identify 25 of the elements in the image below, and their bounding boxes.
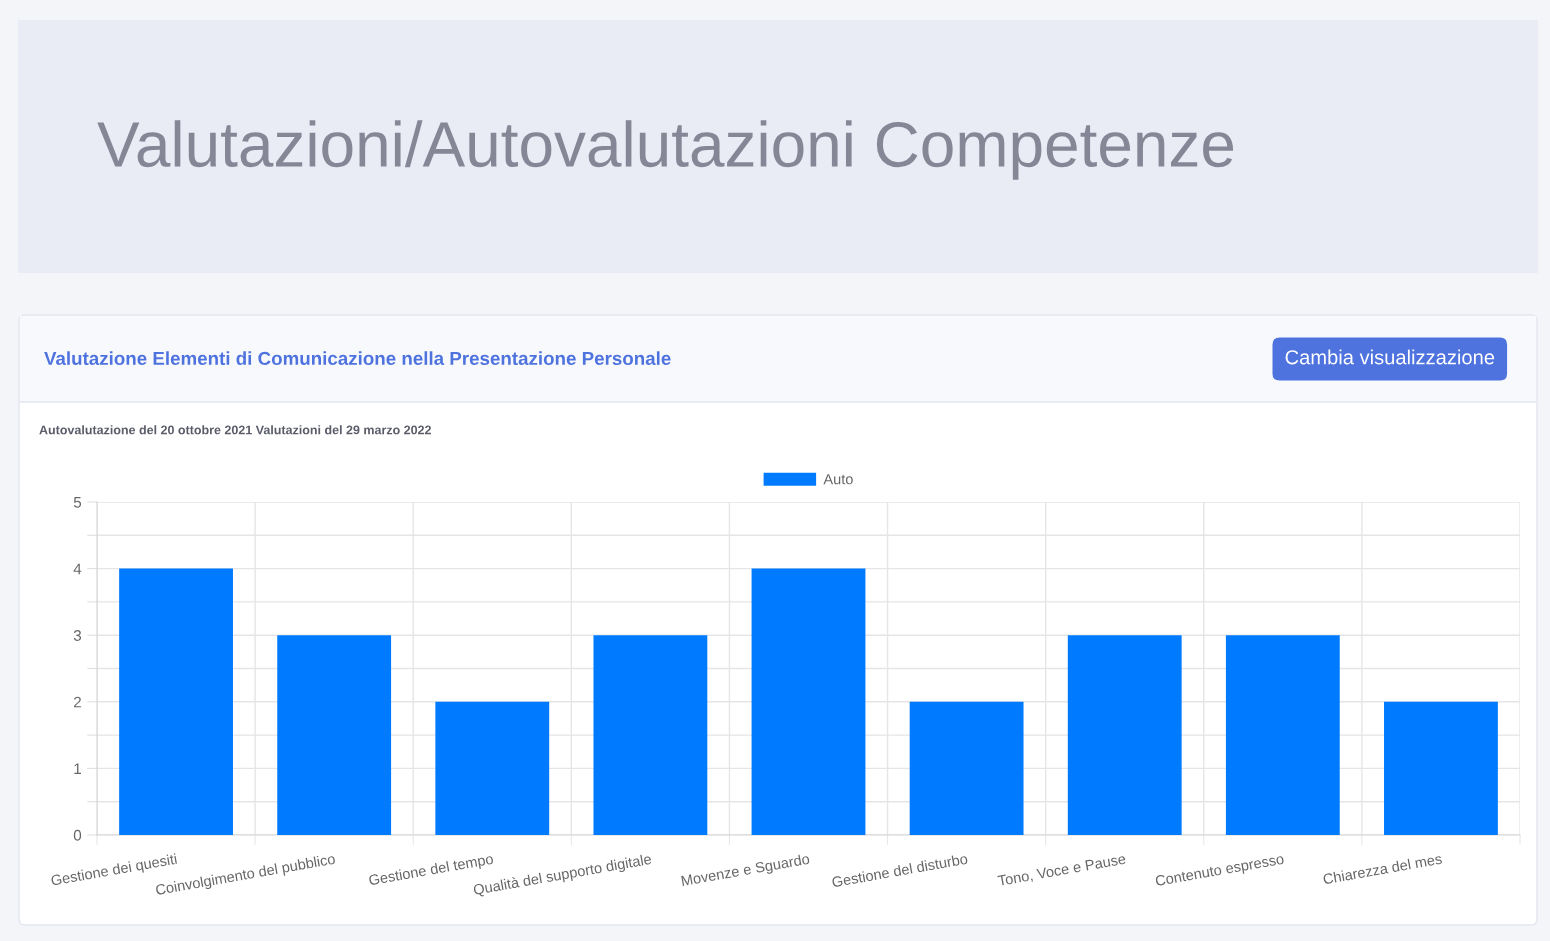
y-tick-label: 0 [73,829,82,841]
bar [1225,635,1340,835]
bar [1067,635,1182,835]
x-tick-label: Gestione del disturbo [831,853,968,888]
bar [119,568,233,835]
y-tick-label: 4 [73,563,82,575]
bar [277,635,392,835]
chart-title: Valutazioni/Autovalutazioni Competenze [97,120,1234,180]
legend-label: Auto [823,474,853,485]
bar [1384,701,1498,835]
y-tick-label: 5 [73,497,82,508]
text: Cambia visualizzazione [1285,349,1495,365]
y-tick-label: 1 [74,763,81,774]
text: Autovalutazione del 20 ottobre 2021 Valutazioni del 29 marzo 2022 [39,425,431,435]
bar [751,568,866,835]
y-tick-label: 3 [73,630,82,641]
bar [593,635,708,835]
x-tick-label: Movenze e Sguardo [681,853,811,889]
x-tick-label: Tono, Voce e Pause [997,853,1127,888]
chart-subtitle: Valutazione Elementi di Comunicazione nella Presentazione Personale [44,351,671,366]
bar [909,701,1024,835]
bar [435,701,550,835]
x-tick-label: Contenuto espresso [1155,853,1285,889]
x-tick-label: Chiarezza del mes [1322,853,1443,885]
y-tick-label: 2 [74,696,81,708]
